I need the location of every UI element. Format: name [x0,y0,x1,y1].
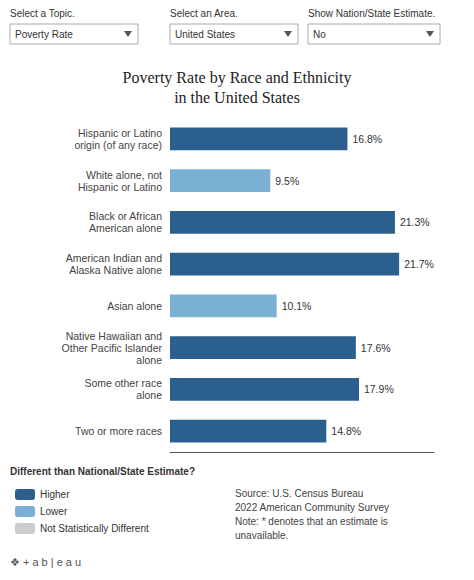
svg-text:Black or African: Black or African [89,210,162,222]
svg-text:❖ + a b | e a u: ❖ + a b | e a u [10,556,81,568]
svg-text:21.7%: 21.7% [404,258,434,270]
svg-text:14.8%: 14.8% [331,425,361,437]
svg-text:Higher: Higher [40,489,70,500]
svg-text:American alone: American alone [89,222,162,234]
svg-text:Hispanic or Latino: Hispanic or Latino [78,127,162,139]
svg-text:Select an Area.: Select an Area. [170,8,238,19]
svg-text:Note: * denotes that an estima: Note: * denotes that an estimate is [235,516,388,527]
svg-text:Not Statistically Different: Not Statistically Different [40,523,149,534]
svg-text:21.3%: 21.3% [400,216,430,228]
svg-text:Show Nation/State Estimate.: Show Nation/State Estimate. [308,8,435,19]
svg-text:origin (of any race): origin (of any race) [74,139,162,151]
svg-text:17.6%: 17.6% [361,342,391,354]
svg-text:American Indian and: American Indian and [66,252,162,264]
svg-text:17.9%: 17.9% [364,383,394,395]
svg-text:Asian alone: Asian alone [107,300,162,312]
svg-text:2022 American Community Survey: 2022 American Community Survey [235,502,389,513]
svg-text:Source: U.S. Census Bureau: Source: U.S. Census Bureau [235,488,363,499]
svg-text:9.5%: 9.5% [275,175,299,187]
svg-text:Poverty Rate by Race and Ethni: Poverty Rate by Race and Ethnicity [123,69,352,87]
svg-text:Different than National/State: Different than National/State Estimate? [10,466,195,477]
svg-text:unavailable.: unavailable. [235,530,288,541]
svg-text:16.8%: 16.8% [352,133,382,145]
svg-text:10.1%: 10.1% [282,300,312,312]
svg-text:in the United States: in the United States [174,89,300,106]
svg-text:alone: alone [136,389,162,401]
svg-text:alone: alone [136,354,162,366]
svg-text:Other Pacific Islander: Other Pacific Islander [62,342,163,354]
svg-text:No: No [313,29,326,40]
svg-text:Poverty Rate: Poverty Rate [15,29,73,40]
svg-text:Some other race: Some other race [84,377,162,389]
svg-text:Select a Topic.: Select a Topic. [10,8,75,19]
svg-text:Hispanic or Latino: Hispanic or Latino [78,181,162,193]
svg-text:Two or more races: Two or more races [75,425,162,437]
svg-text:United States: United States [175,29,235,40]
svg-text:White alone, not: White alone, not [86,169,162,181]
svg-text:Native Hawaiian and: Native Hawaiian and [66,330,162,342]
svg-text:Lower: Lower [40,506,68,517]
svg-text:Alaska Native alone: Alaska Native alone [69,264,162,276]
